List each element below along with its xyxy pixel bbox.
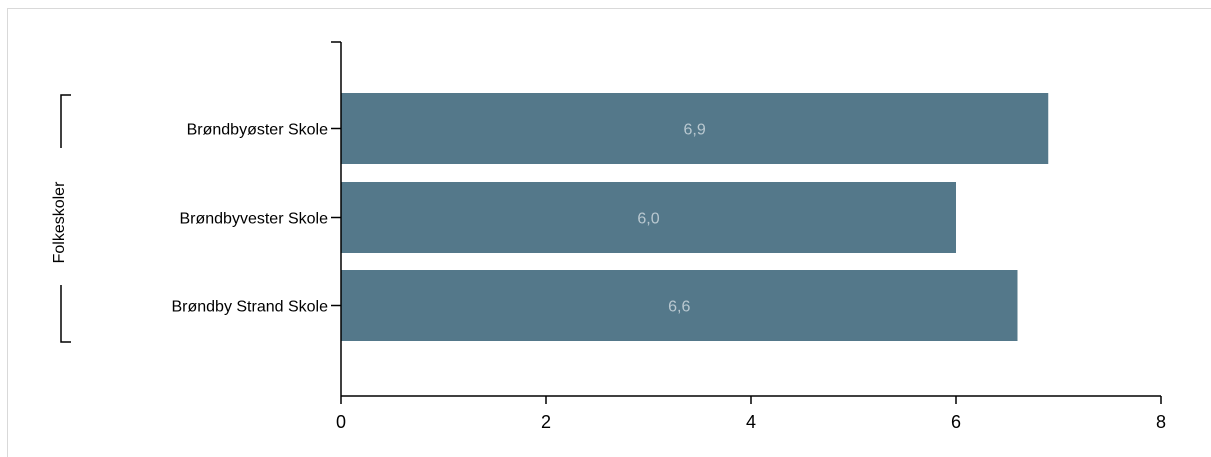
category-label-2: Brøndbyvester Skole	[179, 211, 328, 228]
x-tick-label-1: 2	[541, 412, 551, 432]
bars-layer: 6,9 6,0 6,6	[341, 93, 1049, 341]
x-ticks-layer: 0 2 4 6 8	[336, 396, 1166, 432]
bar-3	[341, 270, 1018, 341]
x-tick-label-2: 4	[746, 412, 756, 432]
group-label: Folkeskoler	[51, 181, 68, 263]
group-bracket: Folkeskoler	[51, 94, 71, 343]
bar-value-label-1: 6,9	[684, 122, 706, 139]
group-bracket-line	[60, 94, 71, 343]
bar-value-label-3: 6,6	[668, 299, 690, 316]
x-tick-label-4: 8	[1156, 412, 1166, 432]
bar-2	[341, 182, 956, 253]
bar-value-label-2: 6,0	[637, 211, 659, 228]
category-label-1: Brøndbyøster Skole	[187, 122, 328, 139]
category-labels-layer: Brøndbyøster Skole Brøndbyvester Skole Brø…	[171, 122, 341, 316]
category-label-3: Brøndby Strand Skole	[171, 299, 328, 316]
bar-1	[341, 93, 1049, 164]
x-tick-label-3: 6	[951, 412, 961, 432]
x-tick-label-0: 0	[336, 412, 346, 432]
